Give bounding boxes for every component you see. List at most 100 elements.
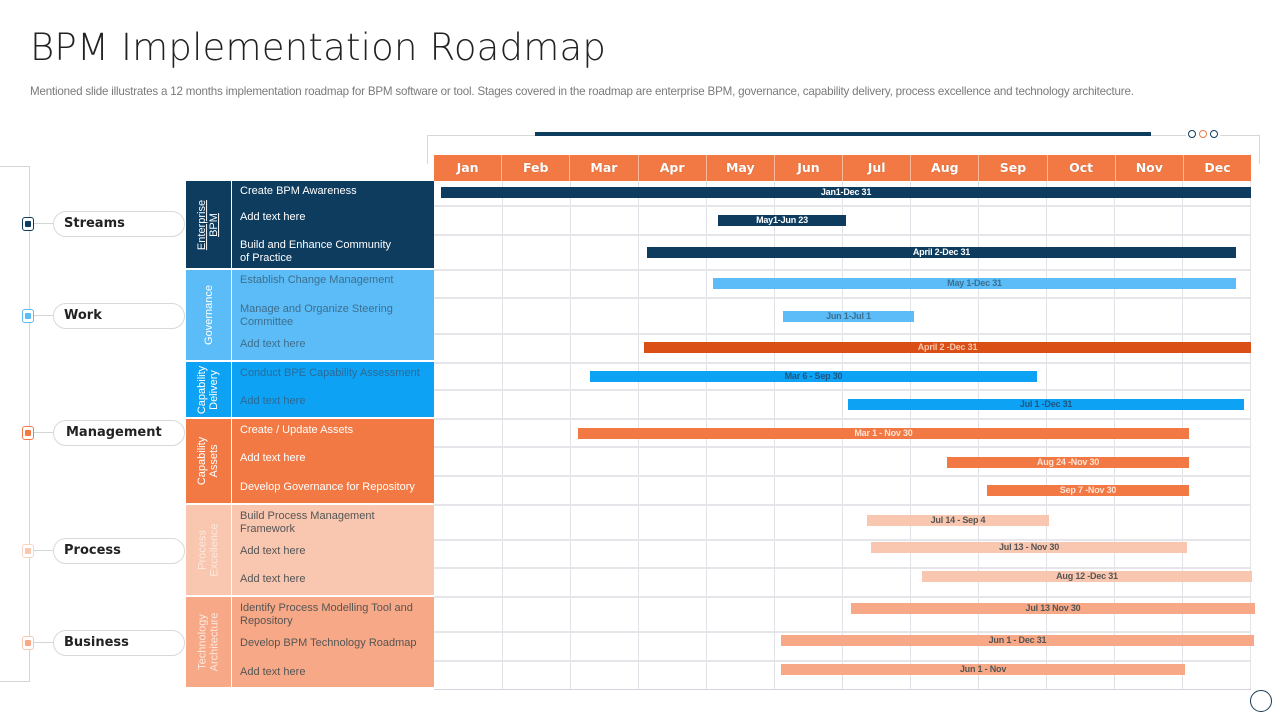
grid-line [434,297,1250,299]
month-nov: Nov [1115,155,1184,181]
gantt-bar[interactable]: Jul 13 - Nov 30 [871,542,1187,553]
gantt-bar[interactable]: Mar 1 - Nov 30 [578,428,1189,439]
grid-line [434,269,1250,271]
stage-label: Technology Architecture [196,612,221,672]
task-block-governance: Establish Change Management Manage and O… [232,270,434,362]
gantt-bar[interactable]: Jan1-Dec 31 [441,187,1251,198]
gantt-grid: Jan1-Dec 31 May1-Jun 23 April 2-Dec 31 M… [434,181,1255,690]
connector-line [34,223,53,224]
month-apr: Apr [638,155,707,181]
stream-label: Process [53,538,185,564]
gantt-bar[interactable]: Jun 1-Jul 1 [783,311,914,322]
month-oct: Oct [1047,155,1116,181]
connector-line [34,432,53,433]
task-block-enterprise-bpm: Create BPM Awareness Add text here Build… [232,181,434,270]
stage-process-excellence: Process Excellence [186,505,231,597]
gantt-bar[interactable]: May 1-Dec 31 [713,278,1236,289]
gantt-bar[interactable]: Jul 1 -Dec 31 [848,399,1244,410]
page-subtitle: Mentioned slide illustrates a 12 months … [30,85,1134,98]
stage-capability-assets: Capability Assets [186,419,231,505]
stage-label: Governance [202,285,215,345]
month-feb: Feb [502,155,571,181]
grid-line [434,539,1250,541]
streams-spine-top [0,166,30,167]
month-header: Jan Feb Mar Apr May Jun Jul Aug Sep Oct … [434,155,1252,181]
stage-label: Capability Delivery [196,365,221,414]
task-item: Build and Enhance Community of Practice [240,239,392,264]
task-item: Develop Governance for Repository [240,481,415,493]
month-jan: Jan [434,155,503,181]
grid-line [434,660,1250,662]
gantt-bar[interactable]: Jul 14 - Sep 4 [867,515,1049,526]
circle-icon [1188,130,1196,138]
stage-label: Enterprise BPM [196,199,221,250]
task-item: Add text here [240,211,306,223]
gantt-bar[interactable]: Jun 1 - Nov [781,664,1185,675]
grid-line [434,362,1250,364]
circle-icon [1210,130,1218,138]
month-jun: Jun [774,155,844,181]
task-item: Create BPM Awareness [240,185,357,197]
task-item: Add text here [240,666,306,678]
connector-line [34,642,53,643]
month-sep: Sep [979,155,1048,181]
decorative-bar [535,132,1151,136]
stage-label: Process Excellence [196,523,221,577]
stream-label: Work [53,303,185,329]
square-node-icon [22,217,34,231]
stage-capability-delivery: Capability Delivery [186,362,231,419]
gantt-bar[interactable]: May1-Jun 23 [718,215,846,226]
task-item: Add text here [240,338,306,350]
square-node-icon [22,426,34,440]
grid-line [434,333,1250,335]
corner-circle-icon [1250,690,1272,712]
square-node-icon [22,309,34,323]
task-item: Conduct BPE Capability Assessment [240,367,420,379]
grid-line [434,418,1250,420]
stream-label: Streams [53,211,185,237]
gantt-bar[interactable]: April 2-Dec 31 [647,247,1236,258]
gantt-bar[interactable]: April 2 -Dec 31 [644,342,1251,353]
stage-enterprise-bpm: Enterprise BPM [186,181,231,270]
month-jul: Jul [843,155,912,181]
grid-line [434,446,1250,448]
streams-spine [29,166,30,682]
task-item: Establish Change Management [240,274,394,286]
month-mar: Mar [570,155,639,181]
stream-label: Management [53,420,185,446]
grid-line [570,181,571,689]
grid-line [434,234,1250,236]
task-item: Develop BPM Technology Roadmap [240,637,417,649]
connector-line [34,315,53,316]
stage-governance: Governance [186,270,231,362]
square-node-icon [22,636,34,650]
square-node-icon [22,544,34,558]
task-item: Add text here [240,545,306,557]
grid-line [434,504,1250,506]
task-item: Identify Process Modelling Tool and Repo… [240,602,413,627]
decorative-dots [1186,130,1220,140]
month-dec: Dec [1183,155,1252,181]
gantt-bar[interactable]: Aug 12 -Dec 31 [922,571,1252,582]
grid-line [434,205,1250,207]
gantt-bar[interactable]: Jun 1 - Dec 31 [781,635,1254,646]
task-item: Add text here [240,452,306,464]
grid-line [434,567,1250,569]
gantt-bar[interactable]: Sep 7 -Nov 30 [987,485,1189,496]
circle-icon [1199,130,1207,138]
task-item: Add text here [240,573,306,585]
task-item: Add text here [240,395,306,407]
grid-line [434,475,1250,477]
grid-line [434,389,1250,391]
task-block-process-excellence: Build Process Management Framework Add t… [232,505,434,597]
gantt-bar[interactable]: Aug 24 -Nov 30 [947,457,1189,468]
grid-line [502,181,503,689]
gantt-bar[interactable]: Mar 6 - Sep 30 [590,371,1037,382]
stage-label: Capability Assets [196,436,221,486]
gantt-bar[interactable]: Jul 13 Nov 30 [851,603,1255,614]
stream-label: Business [53,630,185,656]
stage-technology-architecture: Technology Architecture [186,597,231,689]
connector-line [34,550,53,551]
task-item: Build Process Management Framework [240,510,375,535]
month-aug: Aug [911,155,980,181]
